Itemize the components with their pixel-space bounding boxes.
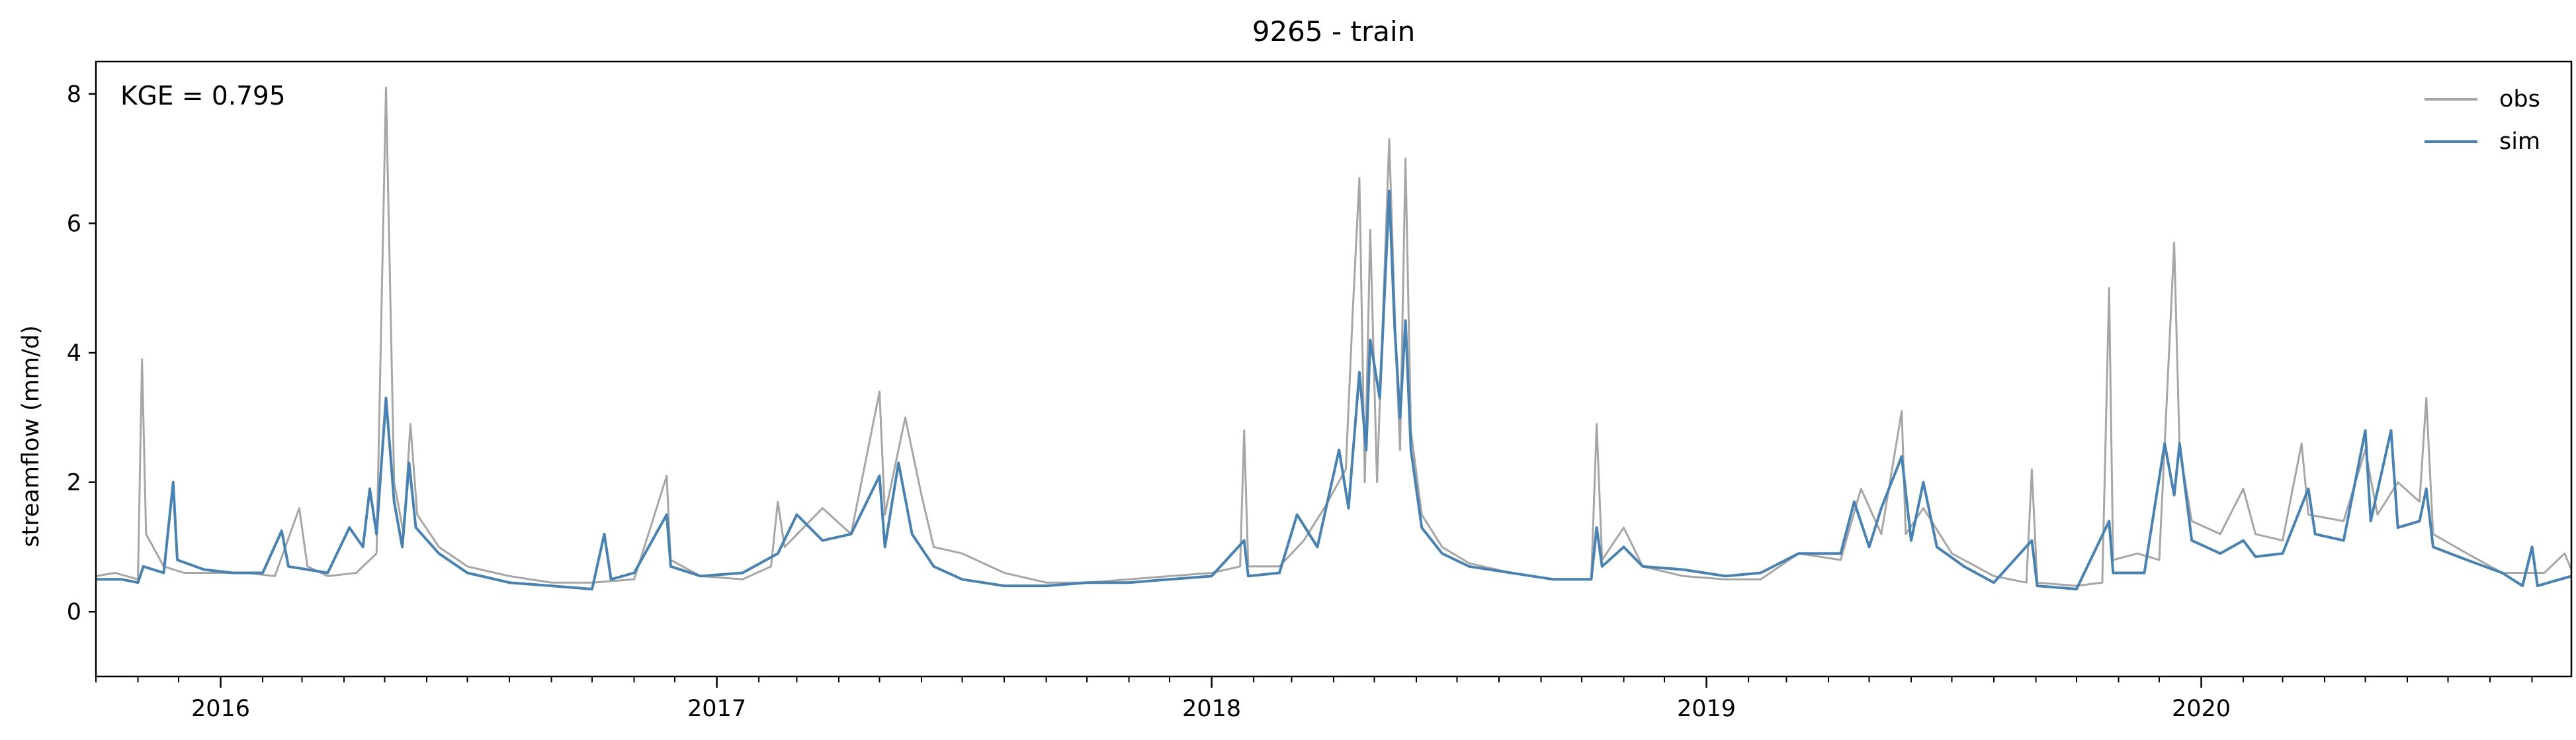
plot-frame	[95, 60, 2573, 678]
x-tick-label: 2019	[1677, 696, 1736, 722]
chart-title: 9265 - train	[1252, 15, 1416, 48]
y-tick-label: 6	[67, 210, 81, 237]
legend-label-sim: sim	[2499, 128, 2540, 155]
legend: obs sim	[2425, 86, 2540, 155]
y-tick-label: 8	[67, 81, 81, 108]
y-axis-label: streamflow (mm/d)	[18, 325, 44, 547]
axis-ticks: 0 2 4 6 8 2016 2017 2018 2019 2020	[67, 81, 2533, 722]
kge-annotation: KGE = 0.795	[120, 81, 286, 111]
y-tick-label: 0	[67, 599, 81, 625]
x-tick-label: 2016	[191, 696, 250, 722]
x-tick-label: 2020	[2172, 696, 2231, 722]
series-line-sim	[96, 189, 2572, 590]
y-tick-label: 2	[67, 470, 81, 496]
x-tick-label: 2018	[1182, 696, 1241, 722]
y-tick-label: 4	[67, 340, 81, 367]
plot-area	[95, 86, 2573, 590]
series-line-obs	[95, 86, 2573, 587]
x-tick-label: 2017	[687, 696, 746, 722]
legend-label-obs: obs	[2499, 86, 2540, 113]
